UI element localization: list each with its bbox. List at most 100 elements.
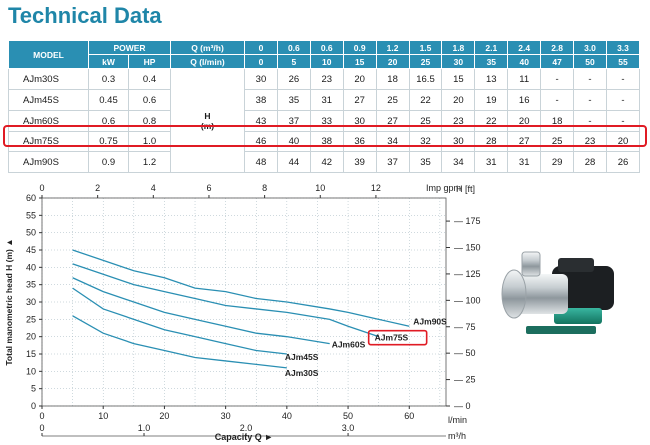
head-cell: 46 xyxy=(244,131,278,152)
head-cell: 22 xyxy=(408,89,443,111)
x-lmin-tick-label: 60 xyxy=(404,411,414,421)
series-line xyxy=(72,277,330,345)
hp-cell: 0.8 xyxy=(128,110,171,132)
flow-lmin-cell: 5 xyxy=(276,54,311,69)
head-cell: - xyxy=(573,68,607,90)
head-cell: 27 xyxy=(342,89,377,111)
table-row-highlighted: AJm75S 0.75 1.0 46 40 38 36 34 32 30 28 … xyxy=(8,131,641,152)
kw-cell: 0.3 xyxy=(88,68,129,90)
head-unit: (m) xyxy=(200,120,215,131)
y-tick-label: 0 xyxy=(31,401,36,411)
page-title: Technical Data xyxy=(8,3,162,28)
x-gpm-tick-label: 10 xyxy=(315,183,325,193)
x-gpm-tick-label: 4 xyxy=(151,183,156,193)
table-subheader-row: kW HP Q (l/min) 0 5 10 15 20 25 30 35 40… xyxy=(9,54,641,69)
y-ft-tick-label: — 150 xyxy=(454,243,481,253)
head-cell: 32 xyxy=(408,131,443,152)
q-lmin-header: Q (l/min) xyxy=(170,54,245,69)
head-cell: 23 xyxy=(573,131,607,152)
y-tick-label: 30 xyxy=(26,297,36,307)
head-cell: 18 xyxy=(375,68,410,90)
model-cell: AJm90S xyxy=(8,151,89,173)
flow-m3h-cell: 3.3 xyxy=(605,40,641,55)
head-cell: 31 xyxy=(507,151,542,173)
head-cell: 43 xyxy=(244,110,278,132)
head-cell: 35 xyxy=(276,89,311,111)
flow-m3h-cell: 1.2 xyxy=(375,40,410,55)
head-cell: 13 xyxy=(474,68,509,90)
y-tick-label: 25 xyxy=(26,314,36,324)
head-cell: 30 xyxy=(244,68,278,90)
head-cell: 18 xyxy=(540,110,575,132)
series-line xyxy=(72,315,287,369)
series-label: AJm30S xyxy=(285,368,319,378)
x-m3h-tick-label: 1.0 xyxy=(138,423,151,433)
flow-lmin-cell: 55 xyxy=(605,54,641,69)
head-cell: 38 xyxy=(309,131,344,152)
flow-m3h-cell: 0.6 xyxy=(309,40,344,55)
flow-lmin-cell: 0 xyxy=(244,54,278,69)
x-gpm-tick-label: 0 xyxy=(39,183,44,193)
head-cell: 28 xyxy=(474,131,509,152)
flow-lmin-cell: 20 xyxy=(375,54,410,69)
head-cell: 26 xyxy=(605,151,641,173)
head-cell: - xyxy=(605,68,641,90)
head-cell: 19 xyxy=(474,89,509,111)
head-cell: - xyxy=(540,89,575,111)
kw-cell: 0.75 xyxy=(88,131,129,152)
series-line xyxy=(72,263,379,338)
hp-cell: 1.2 xyxy=(128,151,171,173)
y-ft-tick-label: — 0 xyxy=(454,401,471,411)
y-ft-unit-label: H [ft] xyxy=(456,184,475,194)
head-cell: 23 xyxy=(441,110,476,132)
model-cell: AJm60S xyxy=(8,110,89,132)
y-axis-title: Total manometric head H (m) ▲ xyxy=(4,238,14,365)
flow-lmin-cell: 50 xyxy=(573,54,607,69)
x-lmin-unit-label: l/min xyxy=(448,415,467,425)
series-label: AJm75S xyxy=(375,333,409,343)
series-line xyxy=(72,249,410,327)
x-lmin-tick-label: 30 xyxy=(221,411,231,421)
y-tick-label: 55 xyxy=(26,210,36,220)
y-tick-label: 5 xyxy=(31,384,36,394)
head-cell: - xyxy=(605,89,641,111)
head-cell: 26 xyxy=(276,68,311,90)
x-lmin-tick-label: 50 xyxy=(343,411,353,421)
y-tick-label: 15 xyxy=(26,349,36,359)
head-cell: 30 xyxy=(342,110,377,132)
head-cell: 25 xyxy=(540,131,575,152)
x-lmin-tick-label: 10 xyxy=(98,411,108,421)
head-cell: 48 xyxy=(244,151,278,173)
flow-m3h-cell: 2.4 xyxy=(507,40,542,55)
hp-header: HP xyxy=(128,54,171,69)
model-cell: AJm30S xyxy=(8,68,89,90)
x-m3h-tick-label: 3.0 xyxy=(342,423,355,433)
head-label: H xyxy=(204,110,211,121)
head-cell: 30 xyxy=(441,131,476,152)
flow-lmin-cell: 25 xyxy=(408,54,443,69)
head-cell: 16 xyxy=(507,89,542,111)
hp-cell: 0.6 xyxy=(128,89,171,111)
series-label: AJm60S xyxy=(332,340,366,350)
hp-cell: 0.4 xyxy=(128,68,171,90)
technical-data-table: MODEL POWER Q (m³/h) 0 0.6 0.6 0.9 1.2 1… xyxy=(8,40,641,173)
y-ft-tick-label: — 100 xyxy=(454,295,481,305)
head-cell: 15 xyxy=(441,68,476,90)
head-cell: - xyxy=(573,110,607,132)
table-row: AJm90S 0.9 1.2 48 44 42 39 37 35 34 31 3… xyxy=(8,151,641,173)
y-tick-label: 45 xyxy=(26,245,36,255)
x-m3h-tick-label: 0 xyxy=(39,423,44,433)
flow-lmin-cell: 15 xyxy=(342,54,377,69)
y-ft-tick-label: — 75 xyxy=(454,322,476,332)
head-cell: 16.5 xyxy=(408,68,443,90)
head-cell: - xyxy=(540,68,575,90)
series-line xyxy=(72,287,287,355)
flow-lmin-cell: 35 xyxy=(474,54,509,69)
model-header: MODEL xyxy=(8,40,89,69)
head-cell: 20 xyxy=(342,68,377,90)
y-ft-tick-label: — 125 xyxy=(454,269,481,279)
x-lmin-tick-label: 20 xyxy=(159,411,169,421)
x-gpm-tick-label: 6 xyxy=(206,183,211,193)
flow-m3h-cell: 0.9 xyxy=(342,40,377,55)
